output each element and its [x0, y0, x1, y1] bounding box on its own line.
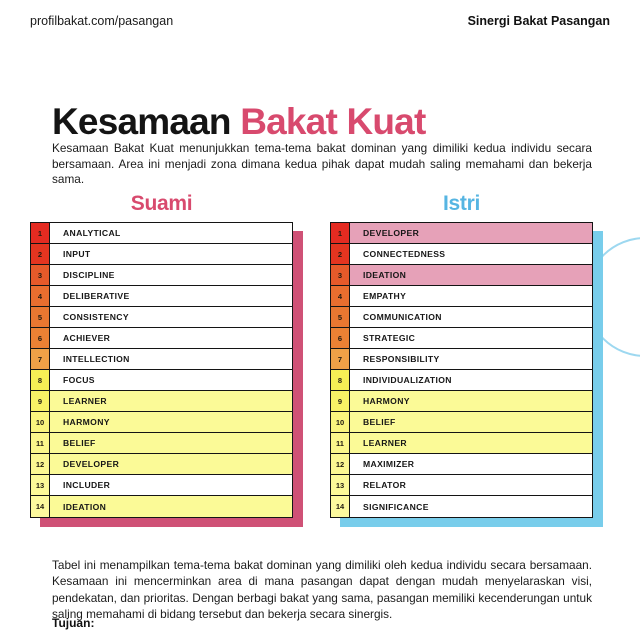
talent-label: HARMONY [363, 396, 410, 406]
talent-label: HARMONY [63, 417, 110, 427]
page-title-black: Kesamaan [52, 100, 241, 142]
table-row: 11 LEARNER [331, 433, 592, 454]
rank-cell: 5 [331, 307, 350, 327]
talent-label: COMMUNICATION [363, 312, 442, 322]
rank-cell: 8 [31, 370, 50, 390]
rank-cell: 4 [331, 286, 350, 306]
talent-label: INPUT [63, 249, 91, 259]
rank-cell: 1 [331, 223, 350, 243]
talent-label: CONSISTENCY [63, 312, 129, 322]
talent-label: SIGNIFICANCE [363, 501, 429, 512]
rank-cell: 2 [31, 244, 50, 264]
table-row: 2 INPUT [31, 244, 292, 265]
table-row: 2 CONNECTEDNESS [331, 244, 592, 265]
column-title-suami: Suami [130, 192, 193, 215]
table-row: 3 IDEATION [331, 265, 592, 286]
table-row: 10 BELIEF [331, 412, 592, 433]
rank-cell: 7 [31, 349, 50, 369]
table-body: 1 ANALYTICAL 2 INPUT 3 DISCIPLINE 4 DELIBERATIV… [30, 222, 293, 518]
table-row: 11 BELIEF [31, 433, 292, 454]
table-row: 12 MAXIMIZER [331, 454, 592, 475]
footer-paragraph: Tabel ini menampilkan tema-tema bakat do… [52, 557, 592, 622]
talent-label: CONNECTEDNESS [363, 249, 446, 259]
table-row: 14 IDEATION [31, 496, 292, 517]
rank-cell: 6 [331, 328, 350, 348]
table-row: 6 STRATEGIC [331, 328, 592, 349]
page-title: Kesamaan Bakat Kuat [52, 100, 426, 143]
rank-cell: 14 [331, 496, 350, 517]
rank-cell: 1 [31, 223, 50, 243]
rank-cell: 3 [31, 265, 50, 285]
column-title-istri: Istri [442, 192, 480, 215]
rank-cell: 12 [31, 454, 50, 474]
table-row: 1 ANALYTICAL [31, 223, 292, 244]
rank-cell: 8 [331, 370, 350, 390]
rank-cell: 14 [31, 496, 50, 517]
talent-label: LEARNER [363, 438, 407, 448]
rank-cell: 5 [31, 307, 50, 327]
talent-label: BELIEF [63, 438, 96, 448]
rank-cell: 10 [31, 412, 50, 432]
talent-label: DISCIPLINE [63, 270, 115, 280]
rank-cell: 6 [31, 328, 50, 348]
rank-cell: 2 [331, 244, 350, 264]
talent-label: RESPONSIBILITY [363, 354, 440, 364]
rank-cell: 4 [31, 286, 50, 306]
table-row: 5 COMMUNICATION [331, 307, 592, 328]
intro-paragraph: Kesamaan Bakat Kuat menunjukkan tema-tem… [52, 140, 592, 187]
table-row: 1 DEVELOPER [331, 223, 592, 244]
document-title: Sinergi Bakat Pasangan [467, 14, 610, 28]
talent-label: DEVELOPER [363, 228, 420, 238]
talent-label: LEARNER [63, 396, 107, 406]
table-row: 12 DEVELOPER [31, 454, 292, 475]
table-row: 9 HARMONY [331, 391, 592, 412]
talent-label: FOCUS [63, 375, 95, 385]
rank-cell: 11 [31, 433, 50, 453]
rank-cell: 13 [331, 475, 350, 495]
talent-label: ANALYTICAL [63, 228, 121, 238]
suami-talent-table: 1 ANALYTICAL 2 INPUT 3 DISCIPLINE 4 DELIBERATIV… [30, 222, 303, 527]
table-row: 7 INTELLECTION [31, 349, 292, 370]
rank-cell: 12 [331, 454, 350, 474]
talent-label: INCLUDER [63, 480, 111, 490]
rank-cell: 13 [31, 475, 50, 495]
rank-cell: 9 [31, 391, 50, 411]
talent-label: DELIBERATIVE [63, 291, 130, 301]
table-row: 13 INCLUDER [31, 475, 292, 496]
table-row: 8 FOCUS [31, 370, 292, 391]
tujuan-label: Tujuan: [52, 616, 95, 630]
page-url: profilbakat.com/pasangan [30, 14, 174, 28]
page-title-accent: Bakat Kuat [240, 100, 426, 142]
table-body: 1 DEVELOPER 2 CONNECTEDNESS 3 IDEATION 4 EMPATH… [330, 222, 593, 518]
talent-label: INTELLECTION [63, 354, 130, 364]
talent-label: BELIEF [363, 417, 396, 427]
rank-cell: 11 [331, 433, 350, 453]
rank-cell: 10 [331, 412, 350, 432]
talent-label: MAXIMIZER [363, 459, 415, 469]
istri-talent-table: 1 DEVELOPER 2 CONNECTEDNESS 3 IDEATION 4 EMPATH… [330, 222, 603, 527]
rank-cell: 3 [331, 265, 350, 285]
talent-label: ACHIEVER [63, 333, 111, 343]
rank-cell: 9 [331, 391, 350, 411]
table-row: 9 LEARNER [31, 391, 292, 412]
table-row: 5 CONSISTENCY [31, 307, 292, 328]
table-row: 6 ACHIEVER [31, 328, 292, 349]
table-row: 8 INDIVIDUALIZATION [331, 370, 592, 391]
talent-label: STRATEGIC [363, 333, 416, 343]
table-row: 7 RESPONSIBILITY [331, 349, 592, 370]
talent-label: IDEATION [363, 270, 407, 280]
talent-label: RELATOR [363, 480, 407, 490]
table-row: 3 DISCIPLINE [31, 265, 292, 286]
rank-cell: 7 [331, 349, 350, 369]
table-row: 4 EMPATHY [331, 286, 592, 307]
table-row: 13 RELATOR [331, 475, 592, 496]
table-row: 14 SIGNIFICANCE [331, 496, 592, 517]
talent-label: EMPATHY [363, 291, 407, 301]
talent-label: DEVELOPER [63, 459, 120, 469]
talent-label: INDIVIDUALIZATION [363, 375, 452, 385]
talent-label: IDEATION [63, 501, 107, 512]
table-row: 10 HARMONY [31, 412, 292, 433]
table-row: 4 DELIBERATIVE [31, 286, 292, 307]
